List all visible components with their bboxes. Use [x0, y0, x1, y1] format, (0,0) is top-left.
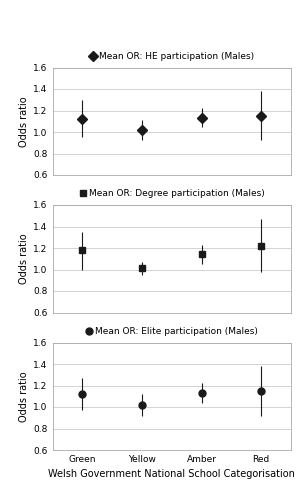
- Legend: Mean OR: HE participation (Males): Mean OR: HE participation (Males): [89, 52, 254, 61]
- X-axis label: Welsh Government National School Categorisation: Welsh Government National School Categor…: [48, 470, 295, 480]
- Mean OR: Elite participation (Males): (2, 1.13): Elite participation (Males): (2, 1.13): [200, 390, 203, 396]
- Legend: Mean OR: Degree participation (Males): Mean OR: Degree participation (Males): [79, 190, 265, 198]
- Mean OR: Degree participation (Males): (2, 1.14): Degree participation (Males): (2, 1.14): [200, 252, 203, 258]
- Line: Mean OR: Elite participation (Males): Mean OR: Elite participation (Males): [79, 388, 265, 408]
- Mean OR: Elite participation (Males): (0, 1.12): Elite participation (Males): (0, 1.12): [80, 391, 84, 397]
- Mean OR: Elite participation (Males): (1, 1.02): Elite participation (Males): (1, 1.02): [140, 402, 144, 408]
- Legend: Mean OR: Elite participation (Males): Mean OR: Elite participation (Males): [85, 327, 258, 336]
- Mean OR: HE participation (Males): (1, 1.02): HE participation (Males): (1, 1.02): [140, 127, 144, 133]
- Mean OR: HE participation (Males): (2, 1.13): HE participation (Males): (2, 1.13): [200, 115, 203, 121]
- Mean OR: Elite participation (Males): (3, 1.15): Elite participation (Males): (3, 1.15): [260, 388, 263, 394]
- Y-axis label: Odds ratio: Odds ratio: [19, 96, 29, 146]
- Y-axis label: Odds ratio: Odds ratio: [19, 234, 29, 284]
- Mean OR: HE participation (Males): (0, 1.12): HE participation (Males): (0, 1.12): [80, 116, 84, 122]
- Y-axis label: Odds ratio: Odds ratio: [19, 371, 29, 422]
- Mean OR: Degree participation (Males): (3, 1.22): Degree participation (Males): (3, 1.22): [260, 243, 263, 249]
- Mean OR: Degree participation (Males): (0, 1.18): Degree participation (Males): (0, 1.18): [80, 247, 84, 253]
- Line: Mean OR: Degree participation (Males): Mean OR: Degree participation (Males): [79, 242, 265, 272]
- Line: Mean OR: HE participation (Males): Mean OR: HE participation (Males): [79, 112, 265, 134]
- Mean OR: Degree participation (Males): (1, 1.01): Degree participation (Males): (1, 1.01): [140, 266, 144, 272]
- Mean OR: HE participation (Males): (3, 1.15): HE participation (Males): (3, 1.15): [260, 113, 263, 119]
